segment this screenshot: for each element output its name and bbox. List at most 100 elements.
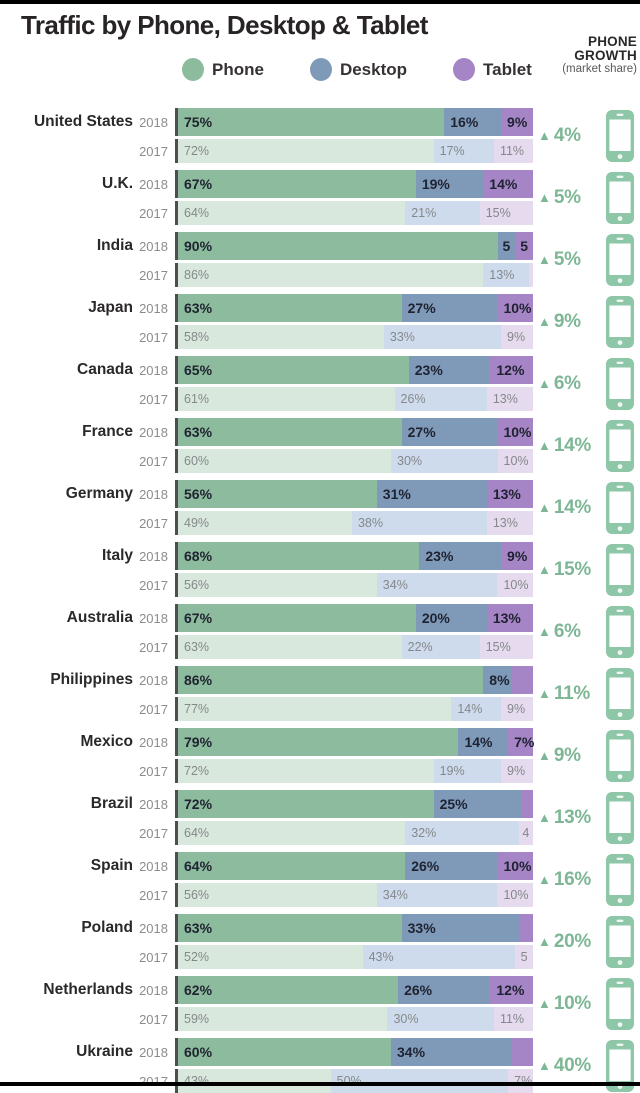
year-label: 2018 <box>139 734 168 750</box>
stacked-bar-2017: 49% 38% 13% <box>175 511 533 535</box>
smartphone-icon <box>606 543 634 596</box>
phone-growth-header-line2: GROWTH <box>574 48 637 63</box>
country-block: United States 2018 75% 16% 9% 2017 72% 17% 11% ▲ 4… <box>0 108 640 163</box>
stacked-bar-2017: 52% 43% 5 <box>175 945 533 969</box>
bar-segment-label: 4 <box>522 826 530 840</box>
bar-segment-tablet-2017: 9% <box>501 325 533 349</box>
phone-icon-cell <box>601 418 639 473</box>
desktop-dot-icon <box>309 58 332 81</box>
bar-segment-phone-2018: 79% <box>178 728 459 756</box>
stacked-bar-2018: 67% 20% 13% <box>175 604 533 632</box>
bar-segment-label: 38% <box>357 516 383 530</box>
bar-segment-phone-2018: 72% <box>178 790 434 818</box>
chart-header: Traffic by Phone, Desktop & Tablet Phone… <box>0 0 640 104</box>
bar-segment-tablet-2018: 9% <box>501 542 533 570</box>
bar-segment-desktop-2018: 34% <box>391 1038 512 1066</box>
stacked-bar-2017: 60% 30% 10% <box>175 449 533 473</box>
bar-segment-label: 19% <box>421 176 450 192</box>
country-block: India 2018 90% 5 5 2017 86% 13% ▲ 5% <box>0 232 640 287</box>
phone-growth-cell: ▲ 14% <box>533 418 601 473</box>
up-triangle-icon: ▲ <box>538 128 551 143</box>
up-triangle-icon: ▲ <box>538 252 551 267</box>
bar-segment-label: 34% <box>382 888 408 902</box>
stacked-bar-2017: 72% 17% 11% <box>175 139 533 163</box>
bar-segment-label: 49% <box>184 516 210 530</box>
bar-segment-tablet-2017: 5 <box>515 945 533 969</box>
growth-value: 4% <box>553 124 581 146</box>
smartphone-icon <box>606 667 634 720</box>
bar-segment-phone-2017: 43% <box>178 1069 331 1093</box>
country-block: Japan 2018 63% 27% 10% 2017 58% 33% 9% ▲ 9% <box>0 294 640 349</box>
bar-segment-label: 10% <box>503 888 529 902</box>
bar-segment-phone-2017: 52% <box>178 945 363 969</box>
bar-segment-desktop-2017: 19% <box>433 759 502 783</box>
year-label: 2017 <box>139 391 168 407</box>
stacked-bar-2018: 86% 8% <box>175 666 533 694</box>
bar-segment-label: 72% <box>184 764 210 778</box>
bar-segment-label: 22% <box>407 640 433 654</box>
year-label: 2017 <box>139 639 168 655</box>
smartphone-icon <box>606 915 634 968</box>
phone-icon-cell <box>601 232 639 287</box>
bar-segment-desktop-2017: 34% <box>376 573 498 597</box>
smartphone-icon <box>606 605 634 658</box>
country-block: Mexico 2018 79% 14% 7% 2017 72% 19% 9% ▲ 9% <box>0 728 640 783</box>
year-label: 2017 <box>139 701 168 717</box>
bar-segment-label: 13% <box>492 516 518 530</box>
phone-growth-cell: ▲ 13% <box>533 790 601 845</box>
bar-segment-tablet-2017: 10% <box>497 883 533 907</box>
bar-segment-desktop-2017: 17% <box>433 139 494 163</box>
country-name: Spain <box>90 857 133 874</box>
bar-segment-phone-2018: 63% <box>178 418 402 446</box>
bar-segment-label: 60% <box>184 1044 213 1060</box>
year-label: 2018 <box>139 1044 168 1060</box>
stacked-bar-2017: 86% 13% <box>175 263 533 287</box>
bar-segment-label: 21% <box>411 206 437 220</box>
stacked-bar-2018: 79% 14% 7% <box>175 728 534 756</box>
bar-segment-label: 34% <box>397 1044 426 1060</box>
stacked-bar-2018: 64% 26% 10% <box>175 852 533 880</box>
growth-value: 9% <box>553 744 581 766</box>
bar-segment-phone-2018: 65% <box>178 356 409 384</box>
bar-segment-phone-2018: 67% <box>178 170 416 198</box>
bar-segment-label: 63% <box>184 920 213 936</box>
smartphone-icon <box>606 233 634 286</box>
bar-segment-label: 14% <box>457 702 483 716</box>
phone-growth-cell: ▲ 9% <box>533 728 601 783</box>
bar-segment-phone-2017: 61% <box>178 387 395 411</box>
country-block: Italy 2018 68% 23% 9% 2017 56% 34% 10% ▲ 15% <box>0 542 640 597</box>
phone-icon-cell <box>601 170 639 225</box>
growth-value: 40% <box>553 1054 592 1076</box>
legend-item-tablet: Tablet <box>453 58 532 81</box>
phone-growth-cell: ▲ 20% <box>533 914 601 969</box>
bar-segment-tablet-2018 <box>511 1038 533 1066</box>
bar-segment-label: 52% <box>184 950 210 964</box>
stacked-bar-2017: 63% 22% 15% <box>175 635 533 659</box>
phone-growth-cell: ▲ 6% <box>533 604 601 659</box>
bar-segment-desktop-2018: 25% <box>433 790 523 818</box>
year-label: 2017 <box>139 577 168 593</box>
stacked-bar-2017: 56% 34% 10% <box>175 883 533 907</box>
bar-segment-desktop-2018: 23% <box>408 356 491 384</box>
stacked-bar-2017: 61% 26% 13% <box>175 387 533 411</box>
bar-segment-label: 33% <box>407 920 436 936</box>
bar-segment-desktop-2017: 22% <box>401 635 480 659</box>
up-triangle-icon: ▲ <box>538 810 551 825</box>
bar-segment-label: 64% <box>184 206 210 220</box>
bar-segment-phone-2017: 60% <box>178 449 391 473</box>
bar-segment-label: 56% <box>184 578 210 592</box>
growth-value: 13% <box>553 806 592 828</box>
year-label: 2018 <box>139 796 168 812</box>
bar-segment-label: 31% <box>382 486 411 502</box>
bar-segment-label: 10% <box>503 424 532 440</box>
bar-segment-phone-2018: 63% <box>178 914 402 942</box>
smartphone-icon <box>606 357 634 410</box>
bar-segment-tablet-2018: 7% <box>508 728 534 756</box>
top-border <box>0 0 640 4</box>
bar-segment-phone-2018: 56% <box>178 480 377 508</box>
bar-segment-desktop-2018: 23% <box>419 542 502 570</box>
country-name: United States <box>33 113 133 130</box>
legend: Phone Desktop Tablet <box>182 58 532 81</box>
bar-segment-label: 19% <box>439 764 465 778</box>
phone-icon-cell <box>601 976 639 1031</box>
